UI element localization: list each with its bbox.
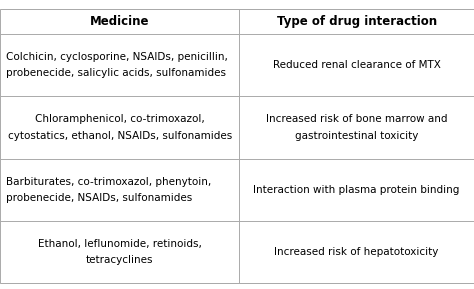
Text: Reduced renal clearance of MTX: Reduced renal clearance of MTX: [273, 60, 441, 70]
Text: Interaction with plasma protein binding: Interaction with plasma protein binding: [254, 185, 460, 195]
Text: Barbiturates, co-trimoxazol, phenytoin,
probenecide, NSAIDs, sulfonamides: Barbiturates, co-trimoxazol, phenytoin, …: [6, 177, 211, 203]
Text: Colchicin, cyclosporine, NSAIDs, penicillin,
probenecide, salicylic acids, sulfo: Colchicin, cyclosporine, NSAIDs, penicil…: [6, 52, 228, 78]
Text: Ethanol, leflunomide, retinoids,
tetracyclines: Ethanol, leflunomide, retinoids, tetracy…: [38, 239, 201, 265]
Text: Increased risk of bone marrow and
gastrointestinal toxicity: Increased risk of bone marrow and gastro…: [266, 114, 447, 141]
Text: Type of drug interaction: Type of drug interaction: [277, 15, 437, 28]
Text: Medicine: Medicine: [90, 15, 149, 28]
Text: Increased risk of hepatotoxicity: Increased risk of hepatotoxicity: [274, 247, 439, 257]
Text: Chloramphenicol, co-trimoxazol,
cytostatics, ethanol, NSAIDs, sulfonamides: Chloramphenicol, co-trimoxazol, cytostat…: [8, 114, 232, 141]
